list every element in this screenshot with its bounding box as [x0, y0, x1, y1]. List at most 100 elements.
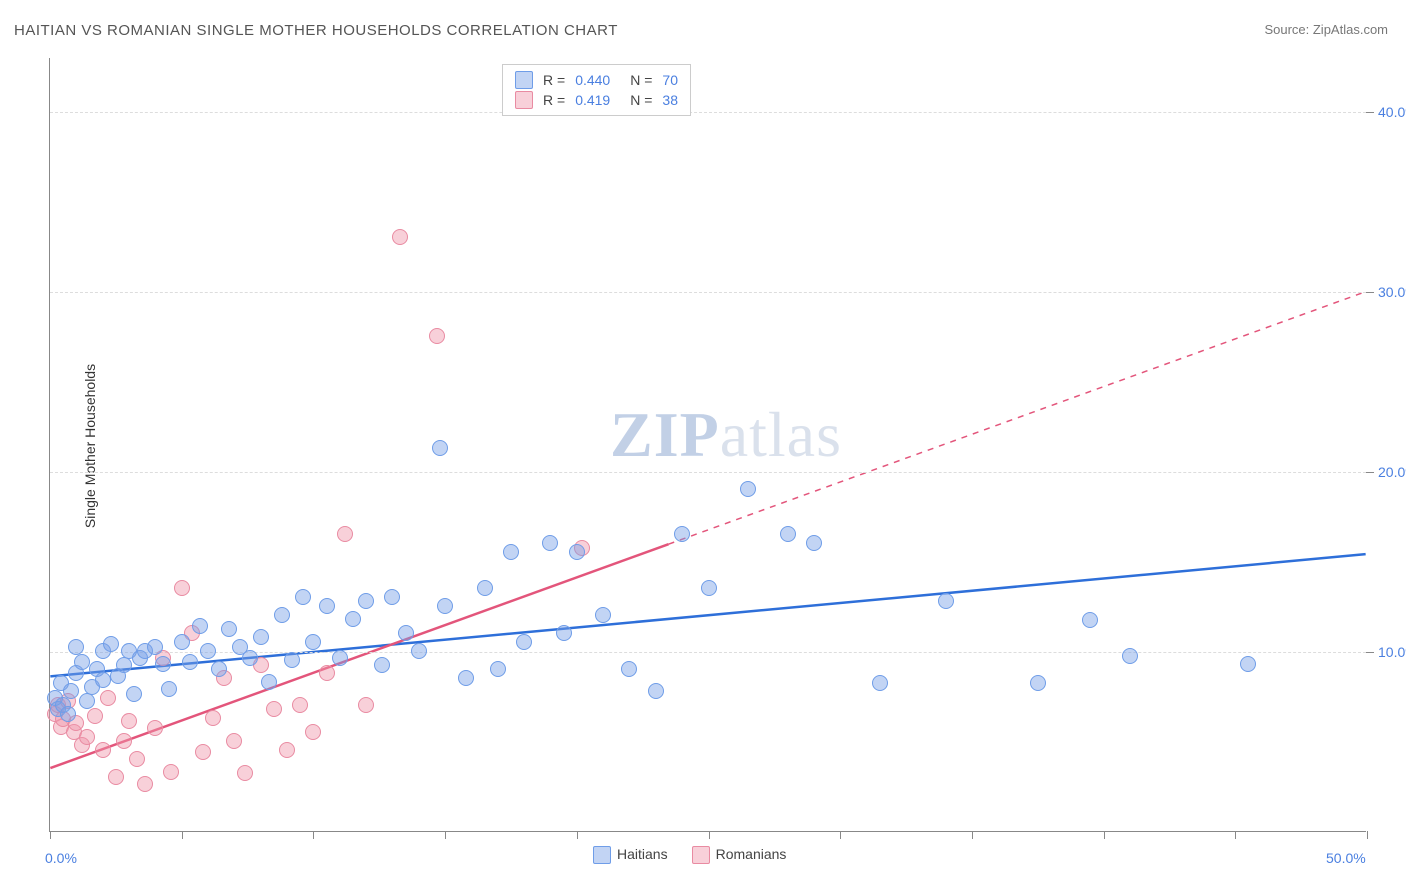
tick-x [1104, 831, 1105, 839]
data-point [87, 708, 103, 724]
data-point [305, 634, 321, 650]
y-tick-label: 10.0% [1378, 644, 1406, 660]
data-point [221, 621, 237, 637]
correlation-legend: R =0.440N =70R =0.419N =38 [502, 64, 691, 116]
data-point [195, 744, 211, 760]
data-point [137, 776, 153, 792]
series-legend: Haitians Romanians [593, 846, 786, 864]
data-point [108, 769, 124, 785]
tick-x [1367, 831, 1368, 839]
data-point [938, 593, 954, 609]
data-point [279, 742, 295, 758]
data-point [174, 634, 190, 650]
legend-n-value: 70 [662, 72, 678, 88]
legend-series-name: Romanians [716, 846, 787, 862]
data-point [226, 733, 242, 749]
data-point [437, 598, 453, 614]
tick-x [313, 831, 314, 839]
tick-x [840, 831, 841, 839]
data-point [542, 535, 558, 551]
y-tick-label: 30.0% [1378, 284, 1406, 300]
watermark-atlas: atlas [720, 399, 842, 470]
chart-title: HAITIAN VS ROMANIAN SINGLE MOTHER HOUSEH… [14, 22, 618, 39]
watermark: ZIPatlas [610, 398, 842, 472]
data-point [253, 629, 269, 645]
data-point [305, 724, 321, 740]
legend-r-label: R = [543, 72, 565, 88]
legend-n-value: 38 [662, 92, 678, 108]
data-point [432, 440, 448, 456]
legend-r-label: R = [543, 92, 565, 108]
data-point [211, 661, 227, 677]
data-point [174, 580, 190, 596]
tick-x [445, 831, 446, 839]
trend-lines-layer [50, 58, 1366, 831]
data-point [1030, 675, 1046, 691]
data-point [129, 751, 145, 767]
data-point [126, 686, 142, 702]
data-point [192, 618, 208, 634]
data-point [163, 764, 179, 780]
data-point [569, 544, 585, 560]
data-point [780, 526, 796, 542]
data-point [674, 526, 690, 542]
trend-line-dashed [669, 292, 1366, 544]
data-point [237, 765, 253, 781]
data-point [95, 742, 111, 758]
data-point [200, 643, 216, 659]
watermark-zip: ZIP [610, 399, 720, 470]
data-point [155, 656, 171, 672]
gridline-h [50, 472, 1366, 473]
tick-x [972, 831, 973, 839]
data-point [398, 625, 414, 641]
tick-x [1235, 831, 1236, 839]
legend-n-label: N = [630, 92, 652, 108]
data-point [147, 639, 163, 655]
legend-n-label: N = [630, 72, 652, 88]
y-tick-label: 20.0% [1378, 464, 1406, 480]
data-point [392, 229, 408, 245]
data-point [332, 650, 348, 666]
tick-y [1366, 652, 1374, 653]
y-tick-label: 40.0% [1378, 104, 1406, 120]
gridline-h [50, 292, 1366, 293]
data-point [274, 607, 290, 623]
data-point [516, 634, 532, 650]
data-point [242, 650, 258, 666]
data-point [147, 720, 163, 736]
data-point [95, 672, 111, 688]
data-point [358, 593, 374, 609]
chart-plot-area: ZIPatlas R =0.440N =70R =0.419N =38 [49, 58, 1366, 832]
data-point [556, 625, 572, 641]
data-point [292, 697, 308, 713]
data-point [284, 652, 300, 668]
source-label: Source: ZipAtlas.com [1264, 22, 1388, 37]
legend-swatch [515, 91, 533, 109]
data-point [161, 681, 177, 697]
legend-swatch [515, 71, 533, 89]
data-point [79, 693, 95, 709]
data-point [358, 697, 374, 713]
tick-x [709, 831, 710, 839]
data-point [337, 526, 353, 542]
legend-series-name: Haitians [617, 846, 668, 862]
tick-y [1366, 112, 1374, 113]
data-point [1122, 648, 1138, 664]
data-point [477, 580, 493, 596]
legend-r-value: 0.440 [575, 72, 610, 88]
data-point [384, 589, 400, 605]
data-point [503, 544, 519, 560]
tick-y [1366, 292, 1374, 293]
data-point [345, 611, 361, 627]
x-tick-label: 50.0% [1326, 850, 1366, 866]
legend-row: R = 0.440 N = 70 [515, 71, 678, 89]
data-point [374, 657, 390, 673]
legend-item: Romanians [692, 846, 787, 864]
data-point [261, 674, 277, 690]
tick-x [182, 831, 183, 839]
data-point [295, 589, 311, 605]
gridline-h [50, 112, 1366, 113]
data-point [490, 661, 506, 677]
data-point [872, 675, 888, 691]
data-point [63, 683, 79, 699]
